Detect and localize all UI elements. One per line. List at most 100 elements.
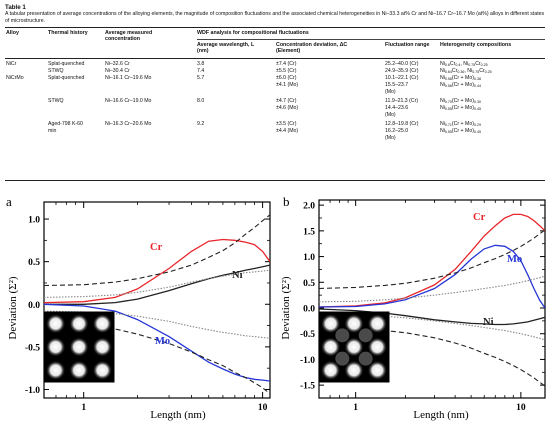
table-rule-top bbox=[5, 27, 545, 28]
inset-blob bbox=[335, 351, 350, 366]
het-subscript: 0.64 bbox=[444, 70, 452, 74]
header-conc-dev: Concentration deviation, ΔC (Element) bbox=[276, 42, 348, 55]
cell-heterogeneity: Ni0.55(Cr + Mo)0.45 bbox=[440, 128, 481, 136]
inset-blob bbox=[92, 360, 113, 381]
label-cr: Cr bbox=[473, 212, 486, 223]
inset-blob bbox=[367, 360, 388, 381]
y-tick-label: 1.0 bbox=[28, 216, 40, 226]
plot-b-group: 2.0 1.5 1.0 0.5 0.0 -0.5 -1.0 -1.5 1 10 Cr Mo Ni bbox=[300, 199, 546, 413]
het-subscript: 0.56 bbox=[444, 84, 452, 89]
table-rule-bot bbox=[5, 180, 545, 181]
het-subscript: 0.55 bbox=[444, 107, 452, 112]
cell-thermal: Splat-quenched bbox=[48, 75, 85, 81]
table-rule-mid bbox=[5, 58, 545, 59]
cell-avg-conc: Ni–16.6 Cr–19.0 Mo bbox=[105, 98, 152, 104]
x-tick-label: 10 bbox=[258, 403, 268, 413]
het-subscript: 0.38 bbox=[473, 77, 481, 81]
inset-blob bbox=[92, 337, 113, 357]
het-element: Cr bbox=[449, 61, 456, 67]
inset-blob bbox=[45, 337, 66, 357]
het-subscript: 0.45 bbox=[473, 107, 481, 112]
het-subscript: 0.25 bbox=[484, 70, 492, 74]
plot-frame bbox=[43, 201, 271, 399]
cell-heterogeneity: Ni0.56(Cr + Mo)0.44 bbox=[440, 82, 481, 90]
series-group bbox=[319, 213, 545, 387]
figure-panel-a: 1.0 0.5 0.0 -0.5 -1.0 1 10 Cr Ni Mo a Length (nm)… bbox=[6, 194, 271, 421]
inset-blob bbox=[69, 337, 89, 357]
series-aux-upper bbox=[44, 269, 270, 298]
table-caption: A tabular presentation of average concen… bbox=[5, 11, 545, 24]
table-label: Table 1 bbox=[5, 4, 26, 11]
cell-wavelength: 7.4 bbox=[197, 68, 205, 74]
cell-heterogeneity: Ni0.64Cr0.36, Ni0.75Cr0.25 bbox=[440, 68, 492, 76]
het-element: Ni bbox=[440, 75, 445, 81]
header-alloy: Alloy bbox=[6, 30, 19, 36]
het-subscript: 0.55 bbox=[444, 130, 452, 135]
x-tick-label: 1 bbox=[81, 403, 86, 413]
label-mo: Mo bbox=[507, 254, 522, 265]
header-wdf-group: WDF analysis for compositional fluctuati… bbox=[197, 30, 309, 36]
cell-fluct-range: 25.2–40.0 (Cr) bbox=[385, 61, 419, 67]
het-element: Ni bbox=[440, 128, 445, 135]
het-element: (Cr + Mo) bbox=[451, 75, 474, 81]
panel-b-xlabel: Length (nm) bbox=[413, 409, 469, 421]
cell-conc-dev: ±4.4 (Mo) bbox=[276, 128, 299, 135]
inset-blob bbox=[69, 313, 89, 334]
figure-panel-b: 2.0 1.5 1.0 0.5 0.0 -0.5 -1.0 -1.5 1 10 Cr Mo Ni b L… bbox=[280, 194, 546, 421]
y-tick-label: -1.0 bbox=[25, 386, 40, 396]
inset-blob bbox=[45, 360, 66, 381]
cell-conc-dev: ±4.6 (Mo) bbox=[276, 105, 299, 112]
inset-blob bbox=[320, 313, 341, 334]
y-tick-label: 0.5 bbox=[28, 258, 40, 268]
series-aux-lower bbox=[319, 313, 545, 341]
series-ni bbox=[319, 308, 545, 326]
het-element: (Cr + Mo) bbox=[451, 128, 474, 135]
cell-fluct-range: 24.9–35.9 (Cr) bbox=[385, 68, 419, 74]
series-group bbox=[44, 214, 270, 395]
panel-b-ylabel: Deviation (Σ²) bbox=[280, 276, 292, 339]
het-element: Cr bbox=[451, 68, 458, 74]
het-element: Ni bbox=[440, 98, 445, 104]
het-subscript: 0.29 bbox=[473, 123, 481, 127]
label-ni: Ni bbox=[232, 270, 243, 281]
het-subscript: 0.75 bbox=[472, 70, 480, 74]
het-subscript: 0.30 bbox=[473, 100, 481, 104]
header-hetero: Heterogeneity compositions bbox=[440, 42, 512, 48]
het-element: (Cr + Mo) bbox=[451, 121, 474, 127]
het-separator: , bbox=[464, 68, 468, 74]
cell-thermal: Splat-quenched bbox=[48, 61, 85, 67]
series-mo bbox=[319, 244, 545, 309]
het-element: Ni bbox=[440, 105, 445, 112]
cell-alloy: NiCrMo bbox=[6, 75, 24, 81]
cell-fluct-range: 12.8–19.8 (Cr) bbox=[385, 121, 419, 127]
het-element: (Cr + Mo) bbox=[451, 105, 474, 112]
header-avg-wavelength: Average wavelength, L (nm) bbox=[197, 42, 255, 55]
cell-conc-dev: ±4.7 (Cr) bbox=[276, 98, 297, 104]
y-tick-label: 0.0 bbox=[303, 305, 315, 315]
het-subscript: 0.58 bbox=[444, 77, 452, 81]
series-mo bbox=[44, 303, 270, 382]
cell-avg-conc: Ni–16.1 Cr–19.6 Mo bbox=[105, 75, 152, 81]
cell-fluct-range: 16.2–25.0 bbox=[385, 128, 409, 135]
cell-thermal: STWQ bbox=[48, 68, 64, 74]
series-aux-upper bbox=[319, 275, 545, 303]
y-tick-label: 1.0 bbox=[303, 253, 315, 263]
cell-conc-dev: ±7.4 (Cr) bbox=[276, 61, 297, 67]
cell-wavelength: 5.7 bbox=[197, 75, 205, 81]
cell-fluct-range: (Mo) bbox=[385, 112, 396, 119]
het-element: Cr bbox=[479, 68, 485, 74]
y-tick-label: -1.0 bbox=[300, 356, 315, 366]
inset-blob bbox=[320, 337, 341, 357]
panel-a-ylabel: Deviation (Σ²) bbox=[7, 276, 19, 339]
cell-heterogeneity: Ni0.58(Cr + Mo)0.38 bbox=[440, 75, 481, 83]
het-element: Ni bbox=[440, 121, 445, 127]
cell-heterogeneity: Ni0.6Cr0.4, Ni0.75Cr0.25 bbox=[440, 61, 488, 69]
het-subscript: 0.25 bbox=[480, 63, 488, 67]
y-tick-label: 2.0 bbox=[303, 202, 315, 212]
x-tick-label: 1 bbox=[353, 403, 358, 413]
het-subscript: 0.44 bbox=[473, 84, 481, 89]
inset-blob bbox=[92, 313, 113, 334]
cell-fluct-range: (Mo) bbox=[385, 89, 396, 96]
table-rule-wdf bbox=[197, 39, 545, 40]
panel-b-tag: b bbox=[283, 194, 290, 209]
